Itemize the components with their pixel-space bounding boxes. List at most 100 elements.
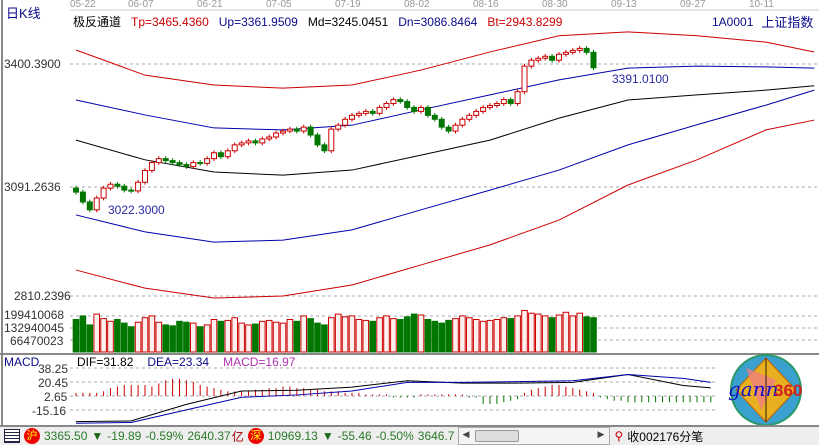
candle-body	[383, 103, 390, 108]
sh-index-icon[interactable]: 沪	[24, 428, 40, 444]
volume-bar	[100, 318, 107, 353]
volume-axis-label: 66470023	[10, 334, 64, 348]
candle-body	[86, 201, 93, 211]
candle-body	[114, 183, 121, 187]
macd-axis-label: 2.65	[44, 390, 68, 404]
candle-body	[480, 106, 487, 112]
candle-body	[100, 187, 107, 199]
volume-bar	[265, 319, 273, 353]
band-md	[75, 85, 815, 176]
candle-body	[293, 128, 300, 132]
candle-body	[514, 91, 521, 105]
volume-bar	[431, 320, 439, 353]
volume-bar	[562, 311, 570, 353]
svg-text:gann: gann	[728, 377, 779, 401]
candle-body	[493, 103, 500, 106]
candle-body	[583, 47, 590, 53]
md-value: Md=3245.0451	[307, 14, 389, 29]
dea-value: DEA=23.34	[147, 355, 210, 369]
volume-bar	[507, 318, 514, 353]
volume-bar	[383, 315, 390, 353]
volume-bar	[293, 320, 301, 353]
stock-name: 上证指数	[761, 15, 814, 30]
down-arrow-icon: ▼	[91, 429, 104, 443]
candle-body	[280, 130, 286, 134]
candle-body	[183, 164, 190, 168]
volume-bar	[521, 309, 528, 353]
candle-body	[431, 114, 438, 120]
volume-bar	[472, 319, 480, 353]
volume-bar	[127, 326, 135, 353]
volume-bar	[121, 322, 128, 353]
indicator-header: 极反通道 Tp=3465.4360 Up=3361.9509 Md=3245.0…	[73, 13, 562, 30]
volume-bar	[528, 312, 535, 353]
volume-bar	[162, 324, 169, 353]
period-label[interactable]: 日K线	[6, 6, 41, 21]
volume-bar	[183, 321, 190, 353]
volume-bar	[286, 319, 294, 353]
scrollbar-thumb[interactable]	[475, 430, 520, 442]
volume-bar	[328, 317, 335, 353]
macd-axis-label: -15.16	[32, 404, 67, 418]
candle-body	[142, 169, 148, 183]
candle-body	[252, 140, 259, 144]
sz-pct: -0.50%	[375, 429, 414, 443]
candle-body	[107, 183, 114, 189]
macd-readouts: DIF=31.82 DEA=23.34 MACD=16.97	[77, 355, 295, 369]
candle-body	[335, 124, 342, 130]
candle-body	[549, 55, 556, 61]
down-arrow-icon: ▼	[321, 429, 334, 443]
candle-body	[328, 128, 335, 152]
volume-bar	[376, 317, 383, 353]
date-tick: 07-19	[335, 0, 361, 10]
date-tick: 06-21	[197, 0, 223, 10]
candle-body	[418, 106, 424, 112]
band-bt	[75, 119, 815, 299]
candle-body	[273, 132, 280, 138]
date-tick: 08-16	[473, 0, 499, 10]
volume-bar	[307, 318, 314, 353]
sh-price: 3365.50	[44, 429, 88, 443]
candle-body	[390, 99, 397, 105]
volume-bar	[203, 324, 211, 353]
candle-body	[556, 53, 562, 61]
candle-body	[369, 110, 376, 114]
sz-index-icon[interactable]: 深	[247, 428, 264, 444]
sh-unit: 亿	[231, 429, 244, 444]
scroll-left-icon[interactable]: ◀	[462, 429, 470, 439]
indicator-name[interactable]: 极反通道	[73, 15, 122, 29]
band-dn	[75, 89, 815, 243]
volume-bar	[72, 319, 80, 353]
candle-body	[438, 118, 445, 128]
sh-pct: -0.59%	[145, 429, 184, 443]
candle-body	[473, 110, 480, 116]
candle-body	[466, 114, 473, 120]
candle-body	[307, 126, 314, 136]
candle-body	[176, 162, 183, 166]
volume-bar	[148, 315, 156, 353]
volume-bar	[231, 317, 238, 353]
scroll-right-icon[interactable]: ▶	[597, 429, 605, 439]
macd-title[interactable]: MACD	[4, 355, 40, 369]
horizontal-scrollbar[interactable]: ◀ ▶	[458, 427, 611, 445]
volume-bar	[493, 319, 501, 353]
date-tick: 09-27	[680, 0, 706, 10]
dea-line	[75, 373, 711, 424]
volume-bar	[210, 319, 218, 353]
candle-body	[300, 126, 307, 132]
volume-bar	[445, 319, 452, 353]
candle-body	[569, 49, 576, 53]
volume-bar	[410, 313, 418, 353]
candle-body	[259, 138, 266, 144]
volume-bar	[217, 320, 225, 353]
price-axis-label: 2810.2396	[14, 289, 71, 303]
calendar-icon[interactable]	[4, 429, 20, 443]
volume-bar	[79, 315, 87, 353]
candle-body	[349, 114, 355, 120]
kline-chart[interactable]: gann 360	[0, 0, 819, 425]
volume-bar	[390, 318, 397, 353]
price-axis-label: 3400.3900	[4, 57, 61, 71]
volume-bar	[397, 319, 404, 353]
candle-body	[162, 158, 169, 162]
candle-body	[155, 158, 162, 164]
